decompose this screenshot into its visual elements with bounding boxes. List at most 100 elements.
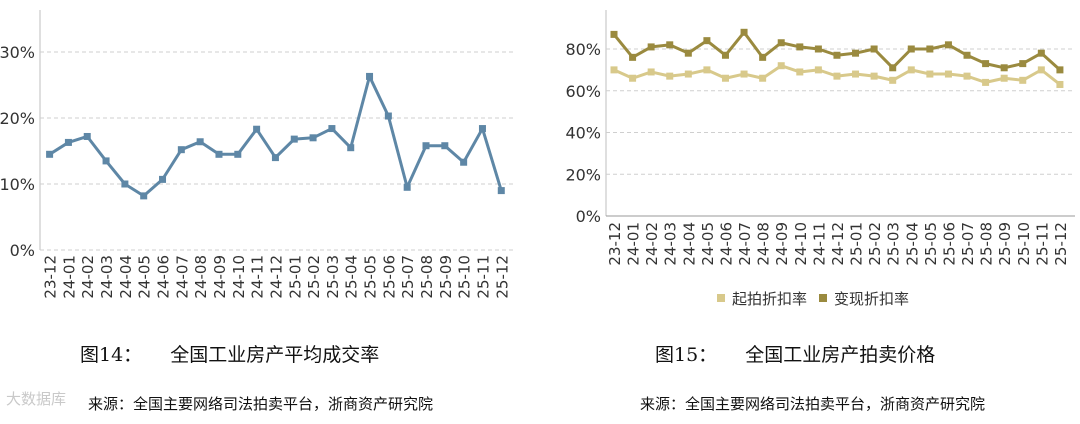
data-point xyxy=(460,158,468,166)
x-tick-label: 24-06 xyxy=(155,255,173,299)
x-tick-label: 25-12 xyxy=(1052,222,1070,266)
data-point xyxy=(83,132,91,140)
data-point xyxy=(234,150,242,158)
data-point xyxy=(703,37,711,45)
x-tick-label: 25-03 xyxy=(324,255,342,299)
data-point xyxy=(347,144,355,152)
x-tick-label: 24-01 xyxy=(625,222,643,266)
figure-14-label: 图14： xyxy=(80,344,143,366)
data-point xyxy=(1056,80,1064,88)
x-tick-label: 25-07 xyxy=(399,255,417,299)
x-tick-label: 24-03 xyxy=(98,255,116,299)
x-tick-label: 25-03 xyxy=(885,222,903,266)
x-tick-label: 25-01 xyxy=(848,222,866,266)
data-point xyxy=(422,142,430,150)
x-tick-label: 24-03 xyxy=(662,222,680,266)
x-tick-label: 25-05 xyxy=(362,255,380,299)
data-point xyxy=(926,45,934,53)
x-tick-label: 25-10 xyxy=(456,255,474,299)
x-tick-label: 24-10 xyxy=(230,255,248,299)
x-tick-label: 24-11 xyxy=(810,222,828,266)
data-point xyxy=(777,62,785,70)
x-tick-label: 24-07 xyxy=(736,222,754,266)
x-tick-label: 24-11 xyxy=(249,255,267,299)
data-point xyxy=(177,146,185,154)
x-tick-label: 25-02 xyxy=(866,222,884,266)
y-tick-label: 30% xyxy=(0,43,35,62)
y-tick-label: 20% xyxy=(565,165,601,184)
data-point xyxy=(441,142,449,150)
legend-marker xyxy=(819,294,827,302)
data-point xyxy=(328,125,336,133)
data-point xyxy=(666,72,674,80)
data-point xyxy=(196,138,204,146)
x-tick-label: 24-02 xyxy=(79,255,97,299)
figure-15-label: 图15： xyxy=(655,344,718,366)
x-tick-label: 25-11 xyxy=(474,255,492,299)
data-point xyxy=(796,43,804,51)
data-point xyxy=(852,70,860,78)
data-point xyxy=(497,187,505,195)
x-tick-label: 23-12 xyxy=(42,255,60,299)
data-point xyxy=(610,30,618,38)
figure-15-caption: 图15： 全国工业房产拍卖价格 xyxy=(655,340,935,367)
data-point xyxy=(907,66,915,74)
data-point xyxy=(796,68,804,76)
data-point xyxy=(740,70,748,78)
x-tick-label: 25-05 xyxy=(922,222,940,266)
figure-15-title: 全国工业房产拍卖价格 xyxy=(745,344,936,366)
x-tick-label: 25-11 xyxy=(1033,222,1051,266)
x-tick-label: 25-06 xyxy=(380,255,398,299)
data-point xyxy=(870,72,878,80)
x-tick-label: 25-10 xyxy=(1015,222,1033,266)
data-point xyxy=(140,192,148,200)
x-tick-label: 24-12 xyxy=(267,255,285,299)
legend-marker xyxy=(717,294,725,302)
data-point xyxy=(889,64,897,72)
data-point xyxy=(159,175,167,183)
figure-14-source: 来源：全国主要网络司法拍卖平台，浙商资产研究院 xyxy=(88,395,434,413)
legend-item: 变现折扣率 xyxy=(819,290,909,308)
x-tick-label: 24-07 xyxy=(173,255,191,299)
data-point xyxy=(647,43,655,51)
data-point xyxy=(684,70,692,78)
chart-auction-price: 0%20%40%60%80%23-12 24-01 24-02 24-03 24-04 2… xyxy=(565,10,1075,308)
x-tick-label: 24-08 xyxy=(192,255,210,299)
data-point xyxy=(290,135,298,143)
series-line xyxy=(48,74,503,198)
data-point xyxy=(759,53,767,61)
y-tick-label: 0% xyxy=(576,207,601,226)
figure-15-source: 来源：全国主要网络司法拍卖平台，浙商资产研究院 xyxy=(640,395,986,413)
x-tick-label: 24-08 xyxy=(755,222,773,266)
x-tick-label: 23-12 xyxy=(606,222,624,266)
legend-label: 变现折扣率 xyxy=(834,290,909,308)
x-tick-label: 25-09 xyxy=(996,222,1014,266)
data-point xyxy=(384,112,392,120)
data-point xyxy=(982,78,990,86)
x-tick-label: 24-04 xyxy=(680,222,698,266)
data-point xyxy=(926,70,934,78)
x-tick-label: 24-09 xyxy=(773,222,791,266)
data-point xyxy=(629,53,637,61)
x-tick-label: 25-08 xyxy=(978,222,996,266)
y-tick-label: 20% xyxy=(0,109,35,128)
data-point xyxy=(684,49,692,57)
figure-14-title: 全国工业房产平均成交率 xyxy=(170,344,380,366)
data-point xyxy=(121,180,129,188)
x-tick-label: 24-09 xyxy=(211,255,229,299)
data-point xyxy=(833,51,841,59)
x-tick-label: 25-01 xyxy=(286,255,304,299)
data-point xyxy=(814,45,822,53)
data-point xyxy=(366,72,374,80)
data-point xyxy=(1000,74,1008,82)
data-point xyxy=(759,74,767,82)
x-tick-label: 25-08 xyxy=(418,255,436,299)
x-tick-label: 25-06 xyxy=(940,222,958,266)
x-tick-label: 24-05 xyxy=(699,222,717,266)
data-point xyxy=(215,150,223,158)
data-point xyxy=(833,72,841,80)
x-tick-label: 24-12 xyxy=(829,222,847,266)
figure-14-caption: 图14： 全国工业房产平均成交率 xyxy=(80,340,379,367)
x-tick-label: 24-06 xyxy=(717,222,735,266)
